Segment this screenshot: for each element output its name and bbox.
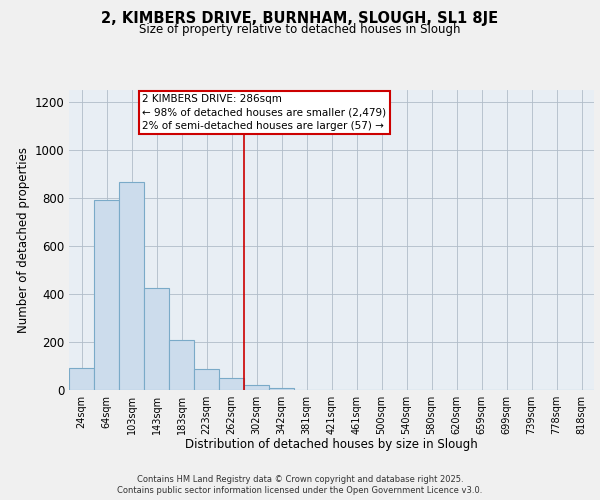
Bar — [69, 368, 94, 390]
Bar — [194, 369, 219, 390]
Text: Contains public sector information licensed under the Open Government Licence v3: Contains public sector information licen… — [118, 486, 482, 495]
Text: 2 KIMBERS DRIVE: 286sqm
← 98% of detached houses are smaller (2,479)
2% of semi-: 2 KIMBERS DRIVE: 286sqm ← 98% of detache… — [143, 94, 386, 131]
Bar — [269, 388, 294, 390]
Bar — [244, 385, 269, 390]
X-axis label: Distribution of detached houses by size in Slough: Distribution of detached houses by size … — [185, 438, 478, 452]
Text: 2, KIMBERS DRIVE, BURNHAM, SLOUGH, SL1 8JE: 2, KIMBERS DRIVE, BURNHAM, SLOUGH, SL1 8… — [101, 11, 499, 26]
Bar — [119, 182, 144, 390]
Bar — [219, 378, 244, 390]
Y-axis label: Number of detached properties: Number of detached properties — [17, 147, 30, 333]
Text: Size of property relative to detached houses in Slough: Size of property relative to detached ho… — [139, 22, 461, 36]
Text: Contains HM Land Registry data © Crown copyright and database right 2025.: Contains HM Land Registry data © Crown c… — [137, 475, 463, 484]
Bar — [169, 340, 194, 390]
Bar — [94, 200, 119, 390]
Bar — [144, 288, 169, 390]
